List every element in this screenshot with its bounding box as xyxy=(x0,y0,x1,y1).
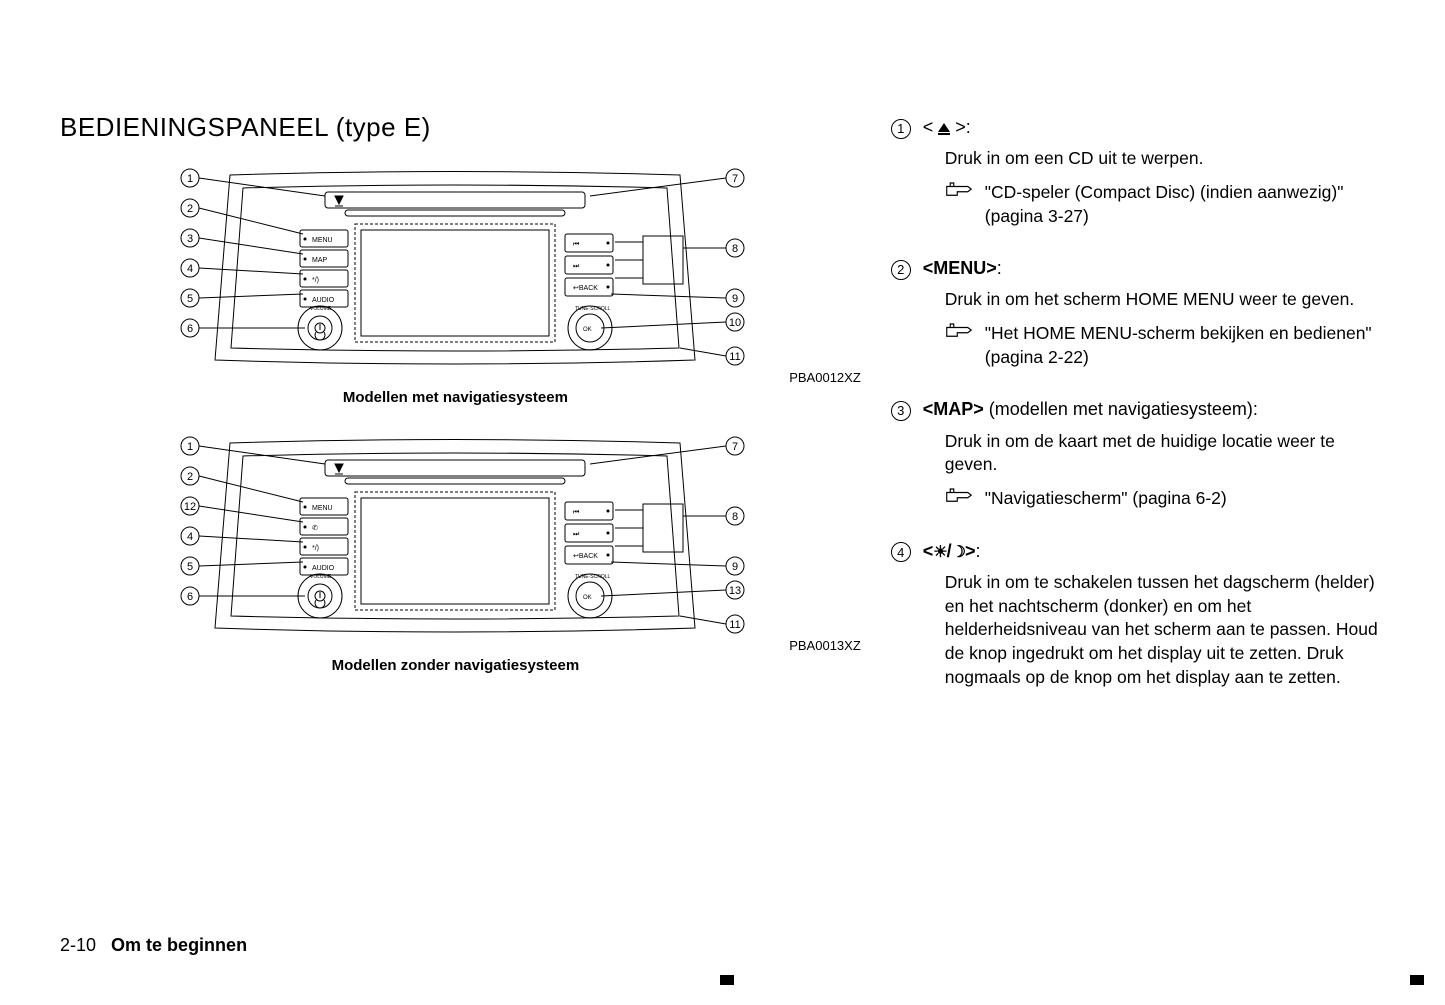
desc-item-text: Druk in om de kaart met de huidige locat… xyxy=(945,430,1385,477)
reference-hand-icon xyxy=(945,322,973,340)
svg-text:TUNE·SCROLL: TUNE·SCROLL xyxy=(575,306,611,312)
svg-text:13: 13 xyxy=(729,585,741,597)
svg-text:*/): */) xyxy=(312,277,319,284)
desc-item-text: Druk in om een CD uit te werpen. xyxy=(945,147,1385,171)
svg-text:⏭: ⏭ xyxy=(573,531,580,538)
svg-text:VOLUME: VOLUME xyxy=(310,306,332,312)
svg-text:5: 5 xyxy=(187,293,193,305)
svg-text:*/): */) xyxy=(312,545,319,552)
svg-text:6: 6 xyxy=(187,323,193,335)
desc-item-title: <MENU>: xyxy=(923,256,1385,280)
svg-text:⏮: ⏮ xyxy=(573,509,579,516)
svg-text:4: 4 xyxy=(187,531,193,543)
svg-text:5: 5 xyxy=(187,561,193,573)
svg-text:10: 10 xyxy=(729,317,741,329)
reference-hand-icon xyxy=(945,181,973,199)
diagram-bottom: MENU ✆ */) AUDIO ⏮ ⏭ ↩BACK VOLUME OK TUNE·SCROLL 1… xyxy=(60,428,851,676)
svg-text:1: 1 xyxy=(187,173,193,185)
svg-text:2: 2 xyxy=(187,203,193,215)
desc-item-number: 1 xyxy=(891,115,923,238)
reference-hand-icon xyxy=(945,487,973,505)
svg-text:8: 8 xyxy=(732,511,738,523)
svg-text:TUNE·SCROLL: TUNE·SCROLL xyxy=(575,574,611,580)
desc-item-ref: "Het HOME MENU-scherm bekijken en bedien… xyxy=(945,322,1385,369)
diagram-code-bottom: PBA0013XZ xyxy=(789,637,861,655)
desc-item-ref: "CD-speler (Compact Disc) (indien aanwez… xyxy=(945,181,1385,228)
diagram-top: MENU MAP */) AUDIO ⏮ ⏭ ↩BACK VOLUME OK TUNE·SCROL… xyxy=(60,160,851,408)
desc-item-body: <MENU>: Druk in om het scherm HOME MENU w… xyxy=(923,256,1385,379)
desc-item-title: <MAP> (modellen met navigatiesysteem): xyxy=(923,397,1385,421)
svg-text:11: 11 xyxy=(730,351,741,363)
svg-text:4: 4 xyxy=(187,263,193,275)
svg-text:7: 7 xyxy=(732,441,738,453)
diagram-bottom-svg: MENU ✆ */) AUDIO ⏮ ⏭ ↩BACK VOLUME OK TUNE·SCROLL 1… xyxy=(95,428,815,648)
svg-text:9: 9 xyxy=(732,293,738,305)
diagram-code-top: PBA0012XZ xyxy=(789,369,861,387)
svg-text:AUDIO: AUDIO xyxy=(312,565,335,572)
desc-item-title: < >: xyxy=(923,115,1385,139)
svg-text:VOLUME: VOLUME xyxy=(310,574,332,580)
desc-item-text: Druk in om te schakelen tussen het dagsc… xyxy=(945,571,1385,689)
svg-text:7: 7 xyxy=(732,173,738,185)
desc-item: 2<MENU>: Druk in om het scherm HOME MENU … xyxy=(891,256,1385,379)
svg-text:2: 2 xyxy=(187,471,193,483)
eject-icon xyxy=(938,123,950,132)
desc-item-number: 2 xyxy=(891,256,923,379)
svg-text:OK: OK xyxy=(583,595,592,601)
desc-item-text: Druk in om het scherm HOME MENU weer te … xyxy=(945,288,1385,312)
svg-text:MENU: MENU xyxy=(312,237,333,244)
svg-text:1: 1 xyxy=(187,441,193,453)
svg-text:MENU: MENU xyxy=(312,505,333,512)
svg-text:⏭: ⏭ xyxy=(573,263,580,270)
svg-text:11: 11 xyxy=(730,619,741,631)
description-column: 1< >: Druk in om een CD uit te werpen. "CD… xyxy=(891,110,1385,717)
svg-text:OK: OK xyxy=(583,327,592,333)
desc-item-body: < >: Druk in om een CD uit te werpen. "CD-… xyxy=(923,115,1385,238)
diagrams-column: BEDIENINGSPANEEL (type E) MENU MAP */) AUDI… xyxy=(60,110,851,717)
page-title: BEDIENINGSPANEEL (type E) xyxy=(60,110,851,145)
svg-text:✆: ✆ xyxy=(312,524,318,532)
desc-item-number: 3 xyxy=(891,397,923,520)
desc-item-ref: "Navigatiescherm" (pagina 6-2) xyxy=(945,487,1385,511)
footer-page: 2-10 xyxy=(60,935,96,955)
diagram-caption-top: Modellen met navigatiesysteem xyxy=(60,388,851,408)
desc-item: 4<☀/☽>: Druk in om te schakelen tussen he… xyxy=(891,539,1385,700)
page-footer: 2-10 Om te beginnen xyxy=(60,933,247,957)
svg-text:AUDIO: AUDIO xyxy=(312,297,335,304)
svg-text:3: 3 xyxy=(187,233,193,245)
desc-item-number: 4 xyxy=(891,539,923,700)
desc-item: 1< >: Druk in om een CD uit te werpen. "CD… xyxy=(891,115,1385,238)
diagram-top-svg: MENU MAP */) AUDIO ⏮ ⏭ ↩BACK VOLUME OK TUNE·SCROL… xyxy=(95,160,815,380)
footer-section: Om te beginnen xyxy=(111,935,247,955)
desc-item-body: <MAP> (modellen met navigatiesysteem): Dr… xyxy=(923,397,1385,520)
desc-item-body: <☀/☽>: Druk in om te schakelen tussen het… xyxy=(923,539,1385,700)
svg-text:↩BACK: ↩BACK xyxy=(573,285,598,292)
svg-text:↩BACK: ↩BACK xyxy=(573,553,598,560)
diagram-caption-bottom: Modellen zonder navigatiesysteem xyxy=(60,656,851,676)
desc-item-title: <☀/☽>: xyxy=(923,539,1385,564)
svg-text:MAP: MAP xyxy=(312,257,328,264)
desc-item: 3<MAP> (modellen met navigatiesysteem): D… xyxy=(891,397,1385,520)
svg-text:8: 8 xyxy=(732,243,738,255)
svg-text:12: 12 xyxy=(184,501,196,513)
svg-text:9: 9 xyxy=(732,561,738,573)
svg-text:⏮: ⏮ xyxy=(573,241,579,248)
svg-text:6: 6 xyxy=(187,591,193,603)
